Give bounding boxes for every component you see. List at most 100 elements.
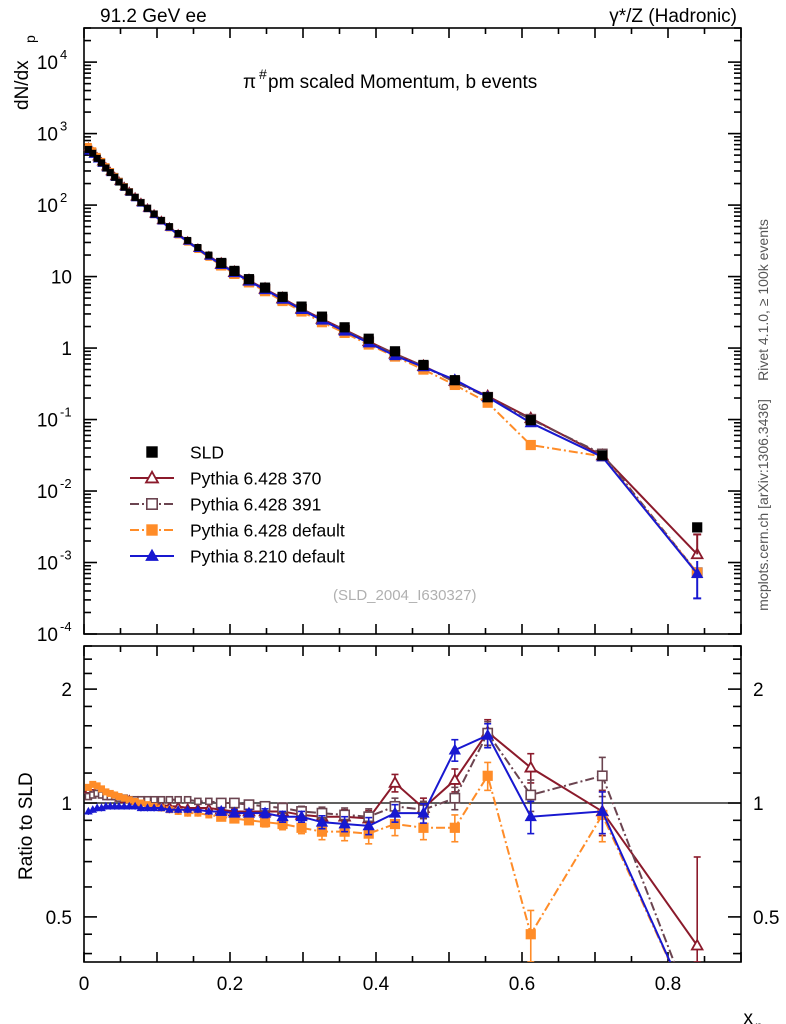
ratio-y-label-left-0: 0.5 [46, 908, 72, 929]
main-y-label-3: 10 [37, 125, 58, 146]
ratio-y-label-right-1: 1 [753, 794, 764, 815]
ratio-data-marker [136, 803, 146, 812]
header-left: 91.2 GeV ee [100, 6, 207, 27]
data-marker [418, 359, 429, 371]
ratio-data-marker [596, 804, 609, 816]
ratio-line [88, 731, 676, 962]
data-marker [84, 145, 92, 153]
data-marker [692, 522, 703, 533]
ratio-data-marker [315, 815, 329, 827]
legend-item-4[interactable]: Pythia 8.210 default [130, 547, 345, 567]
legend-item-0[interactable]: SLD [146, 443, 224, 463]
sidebar-mcplots-label: mcplots.cern.ch [arXiv:1306.3436] [755, 399, 771, 611]
main-y-label--2: 10 [37, 482, 58, 503]
ratio-data-marker [362, 819, 375, 831]
series-pythia-6-428-default [84, 142, 703, 578]
ratio-data-marker [596, 770, 608, 782]
ratio-data-marker [417, 806, 430, 818]
ratio-data-marker [165, 805, 174, 813]
ratio-y-label-right-2: 2 [753, 680, 764, 701]
data-marker [259, 282, 271, 293]
ratio-data-marker [173, 805, 183, 813]
data-marker [482, 392, 493, 403]
data-marker [174, 230, 182, 238]
legend-marker-square-open [146, 497, 159, 510]
panel-frames [83, 27, 742, 963]
legend-item-3[interactable]: Pythia 6.428 default [130, 521, 345, 541]
legend-label-2: Pythia 6.428 391 [190, 495, 321, 515]
ratio-y-ticks [84, 645, 741, 955]
sidebar-rivet-label: Rivet 4.1.0, ≥ 100k events [755, 219, 771, 381]
data-marker [363, 333, 374, 344]
main-title-group: π # pm scaled Momentum, b events [243, 66, 537, 93]
ratio-data-marker [276, 810, 289, 822]
ratio-data-marker [523, 760, 538, 773]
data-marker [277, 291, 288, 302]
ratio-data-marker [338, 817, 351, 829]
ratio-data-marker [143, 803, 152, 812]
ratio-y-axis-title: Ratio to SLD [16, 772, 37, 880]
ratio-data-marker [525, 929, 536, 940]
main-title-pi: π [243, 72, 256, 93]
data-marker [597, 450, 608, 461]
data-marker [102, 164, 110, 172]
data-marker [216, 257, 227, 269]
main-y-label-exp-3: 3 [60, 119, 67, 134]
ratio-data-marker [524, 810, 537, 822]
ratio-data-marker [296, 822, 307, 833]
ratio-data-marker [295, 810, 308, 822]
ratio-data-marker [194, 797, 202, 806]
legend-label-3: Pythia 6.428 default [190, 521, 345, 541]
data-marker [296, 301, 307, 312]
ratio-series-pythia-6-428-391 [84, 720, 676, 962]
series-line [87, 150, 698, 575]
legend-marker-triangle-filled [145, 548, 159, 561]
ratio-data-marker [448, 743, 461, 755]
main-y-label--1: 10 [37, 411, 58, 432]
x-tick-label-4: 0.8 [655, 974, 681, 995]
main-y-ticks [84, 27, 741, 635]
data-marker [144, 204, 152, 212]
main-panel-frame [83, 27, 742, 635]
x-tick-label-2: 0.4 [363, 974, 390, 995]
ratio-data-marker [193, 805, 203, 813]
ratio-data-marker [388, 806, 402, 818]
ratio-data-marker [119, 801, 129, 810]
ratio-data-marker [388, 775, 402, 788]
ratio-data-marker [481, 728, 494, 740]
ratio-y-label-left-1: 1 [61, 794, 72, 815]
data-marker [165, 223, 173, 231]
data-marker [131, 193, 139, 201]
legend-label-0: SLD [190, 443, 224, 463]
ratio-data-marker [114, 801, 124, 810]
ratio-data-marker [204, 806, 214, 815]
main-y-label-2: 10 [37, 196, 58, 217]
ratio-data-marker [259, 817, 271, 828]
ratio-data-marker [418, 822, 429, 833]
main-y-label--4: 10 [37, 625, 58, 646]
main-y-label-exp--3: -3 [60, 548, 72, 563]
ratio-data-marker [258, 806, 272, 818]
data-marker [389, 346, 401, 357]
data-marker [120, 183, 128, 191]
data-marker [157, 216, 165, 224]
ratio-data-marker [525, 789, 537, 801]
ratio-data-marker [215, 804, 228, 816]
ratio-data-marker [228, 797, 240, 809]
header-band: 91.2 GeV ee γ*/Z (Hadronic) [100, 6, 737, 27]
x-tick-label-3: 0.6 [509, 974, 535, 995]
legend-label-1: Pythia 6.428 370 [190, 469, 322, 489]
ratio-data-marker [449, 792, 461, 804]
data-marker [111, 173, 119, 181]
ratio-y-label-left-2: 2 [61, 680, 72, 701]
legend: SLD Pythia 6.428 370 Pythia 6.428 391 Pythi… [130, 443, 345, 567]
legend-item-2[interactable]: Pythia 6.428 391 [130, 495, 321, 515]
legend-item-1[interactable]: Pythia 6.428 370 [130, 469, 322, 489]
ratio-data-marker [149, 803, 159, 812]
series-sld [84, 145, 703, 533]
main-y-axis-title-sub: p [22, 35, 38, 43]
ratio-data-marker [482, 770, 493, 781]
main-y-label-1: 10 [51, 268, 72, 289]
